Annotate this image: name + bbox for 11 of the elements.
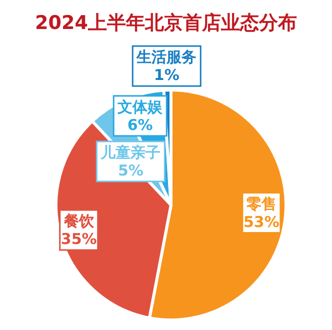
data-label: 53% <box>243 212 280 231</box>
data-label: 1% <box>154 66 180 84</box>
data-label: 5% <box>118 161 144 180</box>
slice-label: 餐饮 <box>62 212 95 230</box>
slice-label: 生活服务 <box>136 48 197 66</box>
slice-label: 儿童亲子 <box>100 143 161 162</box>
chart-title: 2024上半年北京首店业态分布 <box>34 11 298 36</box>
data-label: 35% <box>60 230 97 248</box>
data-label: 6% <box>127 116 153 134</box>
slice-label: 零售 <box>246 194 276 213</box>
slice-label: 文体娱 <box>116 98 164 116</box>
